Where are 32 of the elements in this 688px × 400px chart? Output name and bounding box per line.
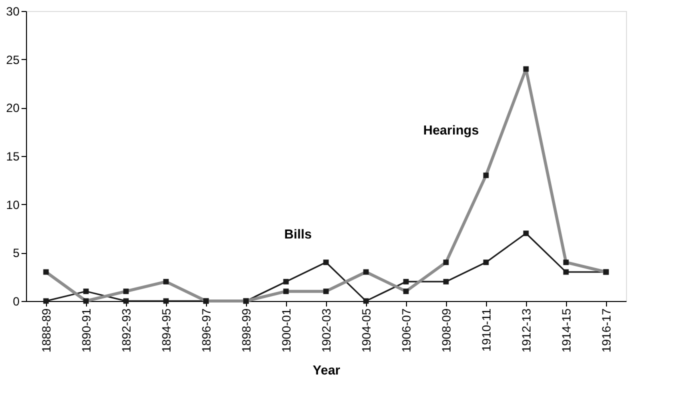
- x-tick-label: 1914-15: [560, 308, 574, 353]
- point: [83, 288, 89, 294]
- x-tick-label: 1906-07: [400, 308, 414, 353]
- y-tick-label: 0: [12, 294, 20, 308]
- point: [323, 260, 329, 266]
- x-tick-label: 1902-03: [320, 308, 334, 353]
- point: [403, 278, 409, 284]
- x-tick-label: 1916-17: [600, 308, 614, 353]
- y-tick-label: 20: [6, 101, 20, 116]
- x-tick-label: 1896-97: [200, 308, 214, 353]
- y-tick-label: 30: [6, 4, 20, 18]
- x-tick-label: 1908-09: [440, 308, 454, 353]
- x-tick-label: 1890-91: [80, 308, 94, 353]
- x-tick-label: 1900-01: [280, 308, 294, 353]
- y-tick-label: 15: [6, 150, 20, 164]
- x-tick-label: 1910-11: [480, 308, 494, 352]
- x-tick-label: 1912-13: [520, 308, 534, 353]
- y-tick-label: 25: [6, 52, 20, 67]
- point: [443, 278, 449, 284]
- x-axis-title: Year: [312, 362, 340, 378]
- series-label: Bills: [284, 226, 312, 242]
- y-tick-label: 10: [6, 198, 20, 212]
- point: [523, 230, 529, 236]
- x-tick-label: 1894-95: [160, 308, 174, 353]
- x-tick-label: 1904-05: [360, 308, 374, 353]
- x-tick-label: 1898-99: [240, 308, 254, 353]
- series-label: Hearings: [423, 122, 479, 138]
- x-tick-label: 1888-89: [40, 308, 54, 353]
- y-tick-label: 5: [12, 246, 20, 260]
- point: [283, 278, 289, 284]
- x-tick-label: 1892-93: [120, 308, 134, 353]
- point: [483, 260, 489, 266]
